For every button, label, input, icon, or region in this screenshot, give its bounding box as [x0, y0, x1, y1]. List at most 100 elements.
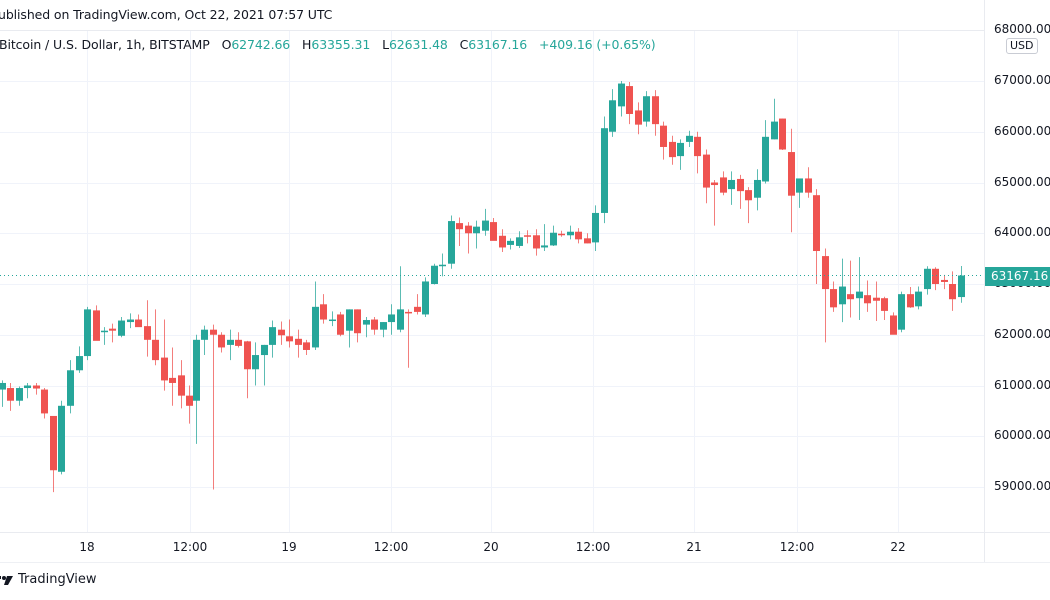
- candle: [575, 228, 582, 244]
- candle: [584, 233, 591, 244]
- candle: [949, 271, 956, 311]
- candle: [677, 139, 684, 170]
- tradingview-brand[interactable]: TradingView: [0, 572, 97, 587]
- candle: [822, 248, 829, 343]
- candle: [541, 224, 548, 252]
- candle: [788, 128, 795, 233]
- candle: [754, 169, 761, 211]
- symbol-legend: Bitcoin / U.S. Dollar, 1h, BITSTAMP O627…: [0, 37, 656, 52]
- candle: [354, 309, 361, 343]
- time-label: 12:00: [575, 540, 611, 554]
- candle: [635, 102, 642, 135]
- candle: [694, 131, 701, 174]
- price-label: 59000.00: [994, 479, 1050, 493]
- candle: [7, 382, 14, 411]
- candle: [762, 120, 769, 184]
- candle: [144, 300, 151, 357]
- open-label: O: [221, 37, 232, 52]
- candle: [169, 347, 176, 406]
- candle: [932, 267, 939, 291]
- candle: [898, 291, 905, 333]
- candle: [796, 178, 803, 208]
- symbol-title: Bitcoin / U.S. Dollar, 1h, BITSTAMP: [0, 37, 210, 52]
- candle: [329, 311, 336, 327]
- candle: [890, 312, 897, 335]
- candle: [465, 222, 472, 254]
- candle: [805, 167, 812, 198]
- candle: [686, 130, 693, 147]
- candle: [50, 415, 57, 493]
- candle: [456, 217, 463, 246]
- candle: [907, 287, 914, 308]
- candle: [414, 294, 421, 315]
- candle: [490, 218, 497, 241]
- candle: [109, 323, 116, 343]
- candle: [320, 294, 327, 324]
- price-label: 64000.00: [994, 225, 1050, 240]
- candle: [218, 332, 225, 353]
- candle: [839, 258, 846, 323]
- high-label: H: [302, 37, 312, 52]
- candle: [856, 257, 863, 321]
- candle: [227, 329, 234, 361]
- candles: [0, 81, 965, 493]
- candle: [261, 344, 268, 386]
- candle: [84, 306, 91, 361]
- brand-label: TradingView: [18, 572, 97, 587]
- candle: [669, 135, 676, 165]
- time-label: 12:00: [373, 540, 409, 554]
- candle: [269, 320, 276, 358]
- candle: [161, 319, 168, 391]
- candle: [941, 274, 948, 290]
- candle: [728, 171, 735, 205]
- time-label: 19: [281, 540, 297, 554]
- candle: [703, 149, 710, 204]
- candle: [533, 229, 540, 256]
- low-label: L: [382, 37, 389, 52]
- time-axis-divider: [0, 532, 1050, 533]
- candle: [779, 118, 786, 151]
- candle: [813, 189, 820, 284]
- candle: [67, 360, 74, 414]
- candle: [847, 260, 854, 318]
- price-label: 67000.00: [994, 73, 1050, 87]
- candle: [178, 360, 185, 409]
- candle: [278, 321, 285, 345]
- candle: [286, 319, 293, 348]
- price-label: 68000.00: [994, 22, 1050, 37]
- footer-divider: [0, 562, 1050, 563]
- price-label: 66000.00: [994, 123, 1050, 138]
- candle: [397, 266, 404, 333]
- candle: [388, 304, 395, 335]
- currency-badge[interactable]: USD: [1006, 38, 1038, 54]
- price-axis-divider: [984, 0, 985, 562]
- candle: [626, 82, 633, 125]
- candle: [864, 280, 871, 312]
- candle: [380, 322, 387, 338]
- candle: [210, 324, 217, 490]
- candle: [881, 296, 888, 321]
- candle: [618, 81, 625, 117]
- low-value: 62631.48: [388, 37, 448, 52]
- time-label: 12:00: [779, 540, 815, 554]
- candle: [431, 263, 438, 285]
- time-label: 12:00: [172, 540, 208, 554]
- last-price-badge: 63167.16: [985, 267, 1050, 286]
- time-label: 20: [483, 540, 499, 554]
- candle: [303, 339, 310, 356]
- candle: [371, 316, 378, 335]
- candle: [346, 309, 353, 348]
- candle: [337, 311, 344, 337]
- candle: [924, 266, 931, 295]
- price-label: 65000.00: [994, 174, 1050, 189]
- candle: [711, 179, 718, 226]
- high-value: 63355.31: [311, 37, 371, 52]
- candle: [558, 230, 565, 237]
- chart-grid: [0, 31, 984, 532]
- close-value: 63167.16: [468, 37, 528, 52]
- time-label: 22: [890, 540, 906, 554]
- candle: [439, 253, 446, 277]
- change-value: +409.16 (+0.65%): [539, 37, 656, 52]
- candle: [58, 400, 65, 475]
